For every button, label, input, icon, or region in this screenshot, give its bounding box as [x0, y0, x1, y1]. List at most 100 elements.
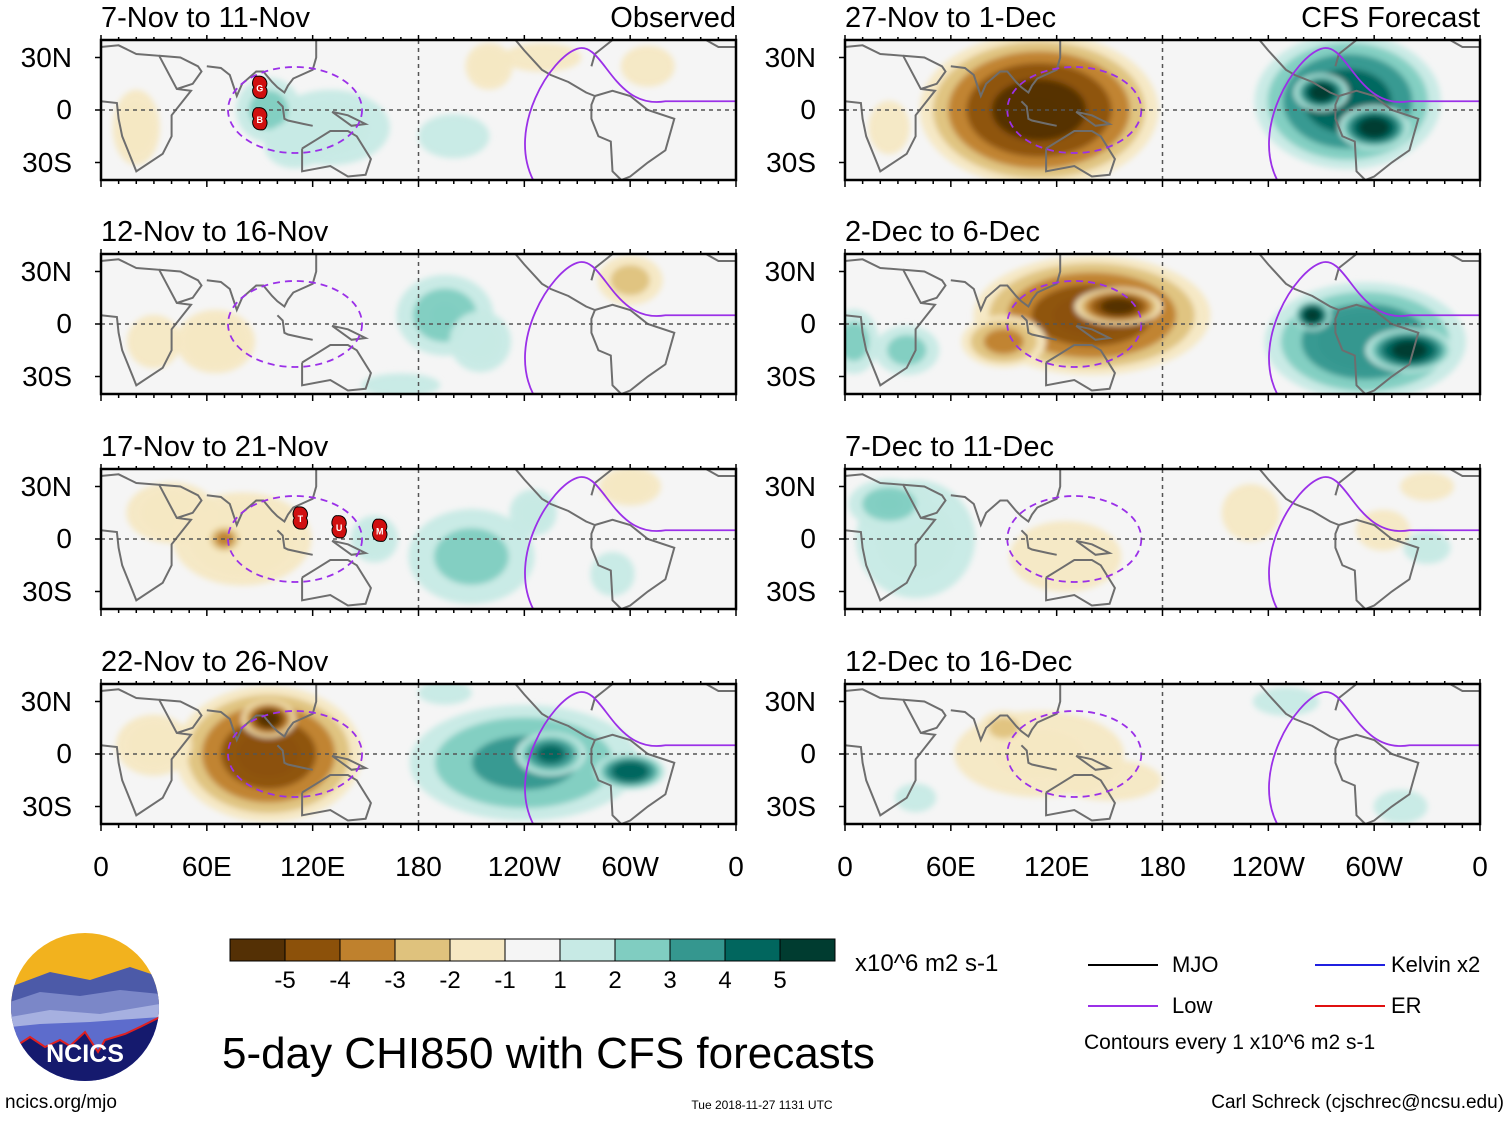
timestamp: Tue 2018-11-27 1131 UTC — [691, 1098, 833, 1112]
y-tick-label: 30S — [766, 360, 816, 392]
legend-line-er — [1315, 1005, 1385, 1007]
anomaly-contour — [1221, 484, 1280, 542]
low-contour-positive — [524, 47, 736, 181]
y-tick-label: 30N — [764, 685, 816, 717]
low-contour-negative — [227, 66, 363, 154]
x-tick-label: 180 — [1139, 851, 1186, 882]
tropical-cyclone-icon: T — [292, 506, 309, 530]
anomaly-contour — [129, 725, 179, 766]
map-plot — [839, 35, 1482, 187]
ncics-logo: NCICS — [10, 932, 160, 1082]
coastline — [102, 44, 193, 173]
y-tick-label: 30S — [22, 790, 72, 822]
coastline — [206, 255, 318, 313]
coastline — [705, 255, 736, 262]
y-tick-label: 0 — [56, 94, 72, 125]
anomaly-contour — [1110, 302, 1127, 311]
coastline — [1020, 314, 1057, 341]
y-tick-label: 0 — [800, 738, 816, 769]
anomaly-contour — [126, 314, 181, 369]
svg-text:G: G — [256, 83, 263, 93]
colorbar-svg: -5 -4 -3 -2 -1 1 2 3 4 5 — [229, 938, 836, 994]
anomaly-contour — [460, 321, 501, 362]
low-contour-positive — [524, 691, 736, 825]
colorbar-label: -4 — [329, 967, 350, 994]
column-label-right: CFS Forecast — [1301, 2, 1480, 34]
colorbar-label: 4 — [718, 967, 731, 994]
colorbar-units: x10^6 m2 s-1 — [855, 950, 999, 977]
low-contour-positive — [524, 261, 736, 395]
map-plot — [839, 679, 1482, 831]
coastline — [705, 41, 736, 48]
low-contour-negative — [227, 495, 363, 583]
coastline — [331, 324, 370, 341]
coastline — [301, 774, 372, 822]
y-tick-label: 30N — [764, 41, 816, 73]
map-plot — [839, 464, 1482, 616]
coastline — [846, 688, 937, 817]
colorbar-swatch — [669, 938, 726, 962]
anomaly-contour — [590, 551, 635, 597]
coastline — [1449, 470, 1480, 477]
low-contour-positive — [1268, 47, 1480, 181]
coastline — [276, 314, 313, 341]
low-contour-positive — [1268, 691, 1480, 825]
legend-label-mjo: MJO — [1172, 952, 1219, 977]
map-plot — [95, 249, 738, 401]
coastline — [1020, 744, 1057, 771]
x-tick-label: 0 — [728, 851, 744, 882]
coastline — [590, 685, 613, 711]
colorbar-label: 3 — [663, 967, 676, 994]
coastline — [705, 470, 736, 477]
coastline — [301, 559, 372, 607]
y-tick-label: 30N — [20, 255, 72, 287]
anomaly-contour — [361, 373, 441, 395]
map-plot — [95, 679, 738, 831]
legend-line-kelvin — [1315, 964, 1385, 966]
coastline — [331, 754, 370, 771]
map-plot — [839, 249, 1482, 401]
coastline — [159, 698, 203, 734]
y-tick-label: 0 — [56, 523, 72, 554]
y-tick-label: 0 — [800, 308, 816, 339]
coastline — [159, 54, 203, 90]
low-contour-negative — [227, 280, 363, 368]
legend-line-mjo — [1088, 964, 1158, 966]
y-tick-label: 30S — [22, 146, 72, 178]
coastline — [1338, 303, 1420, 395]
anomaly-contour — [887, 335, 927, 366]
anomaly-contour — [1400, 472, 1455, 501]
map-plot: GB — [95, 35, 738, 187]
coastline — [1338, 518, 1420, 610]
panel-title: 2-Dec to 6-Dec — [845, 216, 1041, 248]
coastline — [950, 255, 1062, 313]
x-tick-label: 120W — [487, 851, 561, 882]
coastline — [846, 258, 937, 387]
legend-label-er: ER — [1391, 993, 1422, 1018]
anomaly-contour — [473, 50, 505, 82]
y-tick-label: 30S — [22, 575, 72, 607]
svg-text:U: U — [336, 523, 343, 533]
anomaly-contour — [894, 783, 937, 813]
coastline — [594, 518, 676, 610]
coastline — [1020, 100, 1057, 127]
tropical-cyclone-icon: B — [252, 107, 268, 131]
coastline — [1075, 539, 1114, 556]
coastline — [846, 473, 937, 602]
anomaly-contour — [517, 497, 549, 529]
coastline — [206, 470, 318, 528]
panel-title: 7-Dec to 11-Dec — [845, 431, 1054, 463]
source-url[interactable]: ncics.org/mjo — [5, 1092, 117, 1113]
coastline — [159, 483, 203, 519]
y-tick-label: 30N — [764, 470, 816, 502]
anomaly-contour — [142, 492, 201, 533]
colorbar-swatch — [724, 938, 781, 962]
coastline — [903, 54, 947, 90]
anomaly-contour — [418, 114, 490, 159]
low-contour-positive — [1268, 261, 1480, 395]
coastline — [590, 41, 613, 67]
coastline — [102, 688, 193, 817]
panel-title: 7-Nov to 11-Nov — [101, 2, 310, 34]
anomaly-contour — [1373, 789, 1428, 824]
coastline — [301, 344, 372, 392]
